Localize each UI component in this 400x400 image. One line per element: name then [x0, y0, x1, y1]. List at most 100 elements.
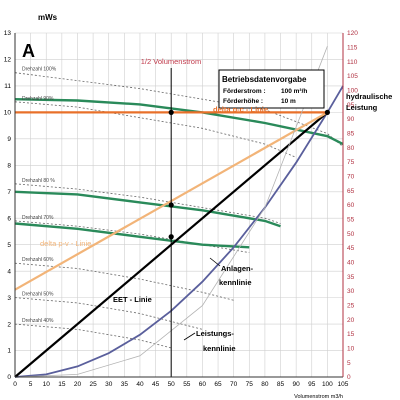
info-box-value-head: 10 m	[281, 98, 296, 105]
y-left-tick-3: 3	[7, 295, 11, 302]
info-box-label-flow: Förderstrom :	[223, 88, 266, 95]
speed-label-0: Drehzahl 100%	[22, 67, 57, 73]
y-right-tick-25: 25	[347, 303, 355, 310]
x-tick-10: 10	[43, 381, 51, 388]
annotation-anlagen-1: Anlagen-	[221, 264, 254, 273]
y-right-tick-105: 105	[347, 73, 358, 80]
y-left-tick-2: 2	[7, 321, 11, 328]
speed-curve-0	[14, 72, 344, 148]
y-right-tick-0: 0	[347, 374, 351, 381]
y-left-tick-1: 1	[7, 348, 11, 355]
green-curve-1	[14, 190, 281, 228]
right-axis-title-2: Leistung	[346, 103, 378, 112]
y-right-tick-90: 90	[347, 116, 355, 123]
speed-label-5: Drehzahl 50%	[22, 292, 54, 298]
x-tick-90: 90	[293, 381, 301, 388]
y-right-tick-50: 50	[347, 231, 355, 238]
y-left-tick-4: 4	[7, 268, 11, 275]
x-tick-75: 75	[246, 381, 254, 388]
speed-curve-3	[14, 220, 250, 253]
series-anlagenkennlinie	[14, 85, 344, 378]
x-tick-20: 20	[74, 381, 82, 388]
y-left-tick-5: 5	[7, 242, 11, 249]
y-right-tick-35: 35	[347, 274, 355, 281]
y-right-tick-60: 60	[347, 202, 355, 209]
x-axis-label: Volumenstrom m3/h	[294, 394, 343, 400]
y-right-tick-40: 40	[347, 260, 355, 267]
operating-point-0	[168, 109, 174, 115]
y-left-tick-9: 9	[7, 136, 11, 143]
y-right-tick-5: 5	[347, 360, 351, 367]
green-curve-2	[14, 222, 250, 249]
info-box-value-flow: 100 m³/h	[281, 88, 307, 95]
info-box-label-head: Förderhöhe :	[223, 98, 263, 105]
y-left-tick-13: 13	[4, 30, 12, 37]
annotation-anlagen-2: kennlinie	[219, 278, 252, 287]
annotation-eet: EET - Linie	[113, 295, 152, 304]
y-right-tick-45: 45	[347, 245, 355, 252]
y-right-tick-120: 120	[347, 30, 358, 37]
half-flow-label: 1/2 Volumenstrom	[141, 57, 201, 66]
annotation-leistung-pointer	[183, 332, 196, 341]
speed-label-1: Drehzahl 90%	[22, 96, 54, 102]
y-left-tick-12: 12	[4, 57, 12, 64]
y-right-tick-15: 15	[347, 331, 355, 338]
x-tick-30: 30	[105, 381, 113, 388]
y-right-tick-85: 85	[347, 131, 355, 138]
annotation-anlagen-pointer	[209, 257, 221, 267]
x-tick-0: 0	[13, 381, 17, 388]
labels: Drehzahl 100% Drehzahl 90% Drehzahl 80 % Dr…	[4, 30, 358, 388]
y-right-tick-30: 30	[347, 288, 355, 295]
right-axis-title-1: hydraulische	[346, 92, 392, 101]
y-right-tick-110: 110	[347, 59, 358, 66]
operating-point-3	[324, 109, 330, 115]
y-left-tick-11: 11	[4, 83, 11, 90]
x-tick-100: 100	[322, 381, 333, 388]
y-right-tick-95: 95	[347, 102, 355, 109]
y-left-tick-7: 7	[7, 189, 11, 196]
y-right-tick-65: 65	[347, 188, 355, 195]
y-right-tick-20: 20	[347, 317, 355, 324]
x-tick-25: 25	[89, 381, 97, 388]
info-box-title: Betriebsdatenvorgabe	[222, 75, 307, 84]
y-right-tick-10: 10	[347, 346, 355, 353]
x-tick-105: 105	[338, 381, 349, 388]
y-left-unit: mWs	[38, 13, 58, 22]
annotation-delta-pc: delta p-c - Linie	[213, 105, 268, 114]
y-right-tick-115: 115	[347, 45, 358, 52]
speed-label-2: Drehzahl 80 %	[22, 178, 55, 184]
y-right-tick-100: 100	[347, 88, 358, 95]
axes	[14, 33, 344, 378]
x-tick-40: 40	[136, 381, 144, 388]
x-tick-50: 50	[168, 381, 176, 388]
x-tick-5: 5	[29, 381, 33, 388]
x-tick-55: 55	[183, 381, 191, 388]
panel-letter: A	[22, 41, 35, 61]
x-tick-60: 60	[199, 381, 207, 388]
annotation-delta-pv: delta p-v - Linie	[40, 239, 91, 248]
curves	[14, 46, 344, 378]
annotation-leistung-1: Leistungs-	[196, 329, 234, 338]
x-tick-15: 15	[58, 381, 66, 388]
y-left-tick-0: 0	[7, 374, 11, 381]
speed-label-3: Drehzahl 70%	[22, 215, 54, 221]
x-tick-80: 80	[261, 381, 269, 388]
y-right-tick-70: 70	[347, 174, 355, 181]
x-tick-95: 95	[308, 381, 316, 388]
x-tick-45: 45	[152, 381, 160, 388]
x-tick-85: 85	[277, 381, 285, 388]
x-tick-35: 35	[121, 381, 129, 388]
y-right-tick-75: 75	[347, 159, 355, 166]
info-box: Betriebsdatenvorgabe Förderstrom : 100 m…	[218, 69, 325, 109]
y-right-tick-55: 55	[347, 217, 355, 224]
y-left-tick-6: 6	[7, 215, 11, 222]
operating-point-1	[168, 202, 174, 208]
x-tick-65: 65	[214, 381, 222, 388]
speed-label-4: Drehzahl 60%	[22, 257, 54, 263]
y-left-tick-10: 10	[4, 110, 12, 117]
annotation-leistung-2: kennlinie	[203, 344, 236, 353]
speed-label-6: Drehzahl 40%	[22, 318, 54, 324]
x-tick-70: 70	[230, 381, 238, 388]
y-left-tick-8: 8	[7, 163, 11, 170]
operating-point-2	[168, 234, 174, 240]
